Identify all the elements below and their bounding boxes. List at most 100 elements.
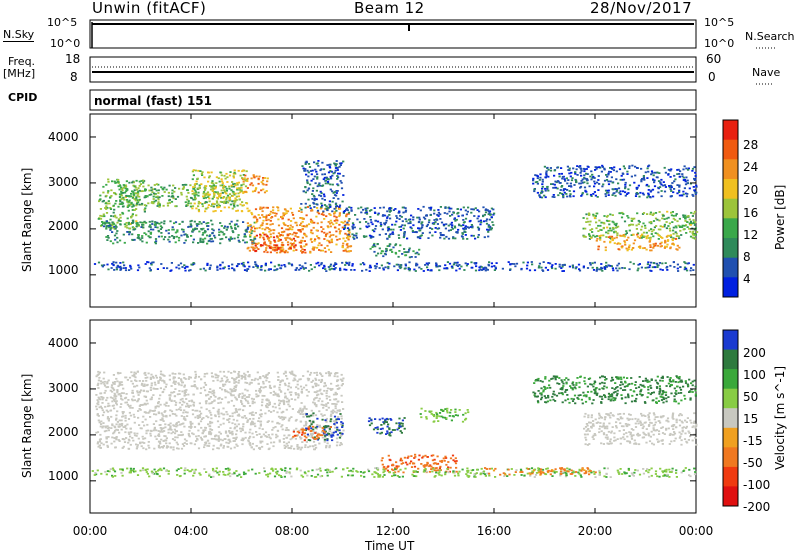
heatmap-cell — [327, 226, 330, 229]
heatmap-cell — [334, 391, 337, 394]
heatmap-cell — [126, 204, 129, 207]
heatmap-cell — [97, 445, 100, 448]
heatmap-cell — [253, 242, 256, 245]
heatmap-cell — [333, 268, 336, 271]
heatmap-cell — [334, 431, 337, 433]
heatmap-cell — [150, 396, 153, 399]
heatmap-cell — [581, 181, 584, 184]
heatmap-cell — [649, 190, 652, 193]
heatmap-cell — [622, 178, 626, 181]
heatmap-cell — [603, 266, 606, 268]
heatmap-cell — [333, 263, 336, 266]
heatmap-cell — [330, 382, 333, 385]
heatmap-cell — [316, 222, 319, 225]
heatmap-cell — [386, 217, 389, 219]
heatmap-cell — [679, 225, 682, 228]
heatmap-cell — [233, 440, 236, 442]
heatmap-cell — [625, 239, 629, 241]
heatmap-cell — [334, 167, 338, 169]
heatmap-cell — [213, 391, 216, 394]
heatmap-cell — [153, 381, 156, 384]
heatmap-cell — [583, 176, 586, 179]
heatmap-cell — [589, 193, 593, 196]
heatmap-cell — [158, 440, 161, 443]
heatmap-cell — [144, 418, 147, 421]
heatmap-cell — [206, 264, 209, 266]
heatmap-cell — [476, 209, 479, 211]
heatmap-cell — [627, 216, 630, 219]
heatmap-cell — [248, 405, 252, 407]
heatmap-cell — [225, 376, 228, 379]
heatmap-cell — [250, 446, 253, 449]
heatmap-cell — [225, 236, 228, 239]
heatmap-cell — [418, 220, 421, 223]
heatmap-cell — [319, 388, 322, 391]
heatmap-cell — [213, 194, 216, 196]
heatmap-cell — [329, 205, 332, 207]
heatmap-cell — [436, 265, 439, 268]
heatmap-cell — [477, 228, 480, 231]
heatmap-cell — [611, 237, 614, 240]
heatmap-cell — [281, 234, 284, 237]
heatmap-cell — [491, 221, 494, 224]
heatmap-cell — [372, 244, 376, 246]
heatmap-cell — [458, 267, 461, 270]
heatmap-cell — [208, 266, 212, 269]
heatmap-cell — [127, 448, 131, 450]
heatmap-cell — [276, 422, 279, 425]
heatmap-cell — [273, 239, 276, 242]
heatmap-cell — [206, 439, 210, 442]
heatmap-cell — [665, 221, 668, 223]
heatmap-cell — [636, 232, 640, 235]
heatmap-cell — [293, 377, 296, 380]
heatmap-cell — [216, 206, 219, 209]
heatmap-cell — [165, 446, 168, 449]
heatmap-cell — [649, 211, 652, 214]
heatmap-cell — [310, 436, 313, 439]
heatmap-cell — [168, 428, 171, 431]
heatmap-cell — [145, 432, 148, 435]
heatmap-cell — [96, 399, 99, 401]
heatmap-cell — [559, 192, 562, 194]
heatmap-cell — [219, 380, 222, 383]
heatmap-cell — [395, 263, 398, 266]
heatmap-cell — [305, 214, 308, 217]
heatmap-cell — [288, 405, 291, 408]
heatmap-cell — [425, 262, 428, 265]
heatmap-cell — [674, 218, 677, 221]
heatmap-cell — [254, 425, 257, 428]
heatmap-cell — [650, 233, 653, 235]
heatmap-cell — [442, 223, 445, 226]
heatmap-cell — [257, 420, 260, 422]
heatmap-cell — [649, 221, 652, 224]
heatmap-cell — [339, 442, 342, 444]
heatmap-cell — [117, 179, 120, 181]
heatmap-cell — [204, 383, 207, 386]
heatmap-cell — [250, 182, 253, 185]
heatmap-cell — [181, 433, 184, 436]
heatmap-cell — [611, 181, 614, 184]
heatmap-cell — [370, 236, 373, 239]
heatmap-cell — [138, 195, 141, 198]
heatmap-cell — [241, 201, 244, 203]
heatmap-cell — [664, 241, 667, 244]
heatmap-cell — [102, 191, 105, 194]
heatmap-cell — [273, 385, 276, 388]
heatmap-cell — [223, 206, 226, 209]
heatmap-cell — [162, 415, 165, 418]
heatmap-cell — [595, 268, 599, 271]
heatmap-cell — [231, 390, 234, 393]
heatmap-cell — [265, 223, 268, 225]
heatmap-cell — [335, 230, 338, 233]
heatmap-cell — [164, 236, 167, 238]
heatmap-cell — [547, 175, 550, 178]
heatmap-cell — [251, 213, 254, 216]
heatmap-cell — [121, 201, 124, 204]
heatmap-cell — [328, 163, 331, 166]
heatmap-cell — [691, 167, 695, 170]
heatmap-cell — [334, 262, 337, 264]
heatmap-cell — [101, 381, 104, 384]
heatmap-cell — [137, 224, 140, 227]
heatmap-cell — [306, 179, 309, 182]
heatmap-cell — [192, 401, 196, 404]
